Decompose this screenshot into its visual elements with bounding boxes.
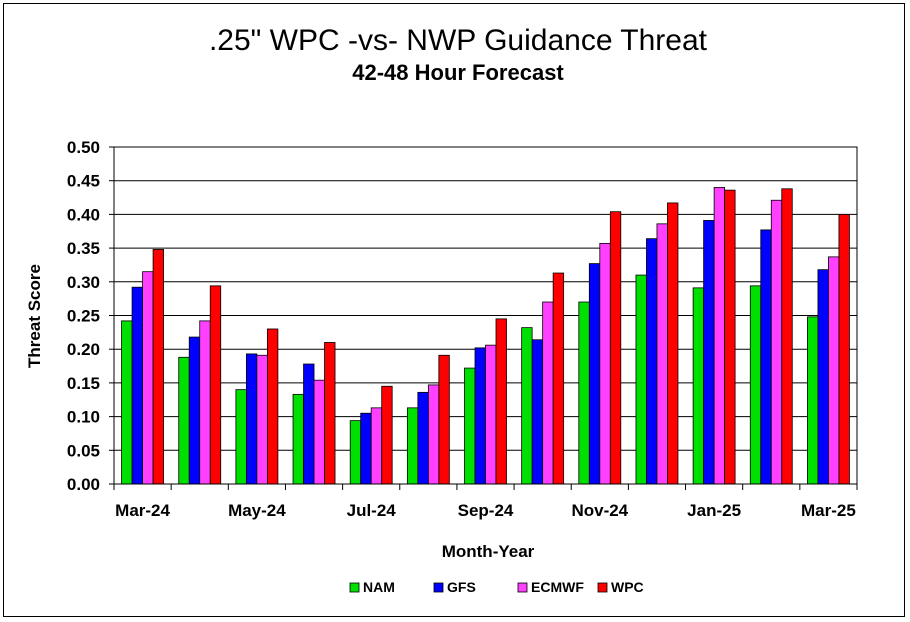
bar-nam-nov-24 [578, 301, 590, 485]
y-tick-label: 0.50 [67, 138, 100, 157]
bar-wpc-jun-24 [324, 342, 336, 485]
bar-wpc-oct-24 [552, 272, 565, 485]
bar-nam-jan-25 [692, 287, 705, 485]
bar-wpc-nov-24 [609, 211, 622, 485]
chart-subtitle: 42-48 Hour Forecast [352, 60, 564, 85]
legend-label-ecmwf: ECMWF [531, 579, 584, 595]
bar-nam-mar-25 [807, 316, 819, 485]
x-tick-label: Nov-24 [571, 501, 628, 520]
bar-ecmwf-may-24 [256, 354, 268, 485]
bar-gfs-may-24 [245, 353, 258, 485]
bar-wpc-dec-24 [667, 202, 679, 485]
legend: NAM GFS ECMWF WPC [349, 579, 644, 595]
bar-nam-sep-24 [464, 367, 476, 485]
bar-nam-oct-24 [521, 327, 533, 485]
y-tick-label: 0.00 [67, 475, 100, 494]
y-tick-label: 0.35 [67, 239, 100, 258]
x-tick-label: Jan-25 [687, 501, 741, 520]
bar-gfs-apr-24 [188, 336, 201, 485]
y-tick-label: 0.05 [67, 441, 100, 460]
bar-wpc-may-24 [266, 328, 279, 485]
bar-gfs-mar-24 [131, 286, 143, 485]
bar-wpc-mar-24 [152, 249, 164, 485]
y-tick-label: 0.30 [67, 273, 100, 292]
y-tick-labels: 0.00 0.05 0.10 0.15 0.20 0.25 0.30 0.35 0.40 0.45… [67, 138, 100, 494]
bars [121, 187, 850, 485]
bar-ecmwf-mar-24 [142, 271, 154, 485]
legend-label-nam: NAM [363, 579, 395, 595]
bar-wpc-jul-24 [381, 385, 393, 485]
x-tick-label: May-24 [228, 501, 286, 520]
x-tick-labels: Mar-24 May-24 Jul-24 Sep-24 Nov-24 Jan-25 Mar-… [115, 501, 856, 520]
bar-ecmwf-feb-25 [770, 199, 783, 485]
bar-gfs-mar-25 [817, 269, 829, 485]
bar-gfs-dec-24 [646, 238, 658, 485]
bar-gfs-oct-24 [531, 339, 544, 485]
bar-ecmwf-jun-24 [313, 379, 325, 485]
y-tick-label: 0.40 [67, 205, 100, 224]
bar-gfs-aug-24 [417, 391, 429, 485]
y-tick-label: 0.25 [67, 307, 100, 326]
x-axis-label: Month-Year [442, 542, 535, 561]
bar-ecmwf-apr-24 [199, 320, 211, 485]
x-tick-label: Mar-24 [115, 501, 170, 520]
bar-nam-may-24 [235, 389, 247, 485]
bar-ecmwf-sep-24 [485, 344, 497, 485]
x-tick-label: Jul-24 [347, 501, 397, 520]
legend-swatch-nam [349, 582, 360, 593]
bar-gfs-jul-24 [360, 412, 372, 485]
bar-nam-jul-24 [349, 420, 362, 485]
y-tick-label: 0.20 [67, 340, 100, 359]
y-axis-label: Threat Score [25, 264, 44, 368]
bar-nam-mar-24 [121, 320, 133, 485]
bar-nam-aug-24 [406, 407, 419, 485]
legend-swatch-gfs [433, 582, 444, 593]
bar-wpc-feb-25 [781, 188, 793, 485]
plot-area-border [113, 146, 858, 485]
axes [113, 146, 858, 490]
legend-label-gfs: GFS [447, 579, 476, 595]
legend-swatch-ecmwf [517, 582, 528, 593]
chart-title: .25" WPC -vs- NWP Guidance Threat [209, 24, 708, 57]
bar-ecmwf-aug-24 [427, 384, 440, 485]
bar-wpc-aug-24 [438, 354, 450, 485]
bar-nam-feb-25 [749, 285, 762, 485]
bar-ecmwf-jul-24 [370, 407, 383, 485]
bar-gfs-jan-25 [703, 220, 715, 485]
x-tick-label: Mar-25 [801, 501, 856, 520]
bar-wpc-apr-24 [209, 285, 222, 485]
bar-gfs-feb-25 [760, 229, 772, 485]
x-tick-label: Sep-24 [458, 501, 514, 520]
y-tick-label: 0.10 [67, 408, 100, 427]
bar-gfs-nov-24 [588, 263, 601, 485]
bar-ecmwf-jan-25 [713, 187, 726, 485]
legend-label-wpc: WPC [611, 579, 644, 595]
y-tick-label: 0.45 [67, 172, 100, 191]
bar-gfs-sep-24 [474, 347, 486, 485]
bar-wpc-jan-25 [724, 189, 736, 485]
bar-ecmwf-nov-24 [599, 242, 611, 485]
bar-nam-apr-24 [178, 356, 190, 485]
bar-ecmwf-dec-24 [656, 223, 668, 485]
bar-wpc-sep-24 [495, 318, 507, 485]
bar-ecmwf-mar-25 [828, 256, 840, 485]
bar-wpc-mar-25 [838, 213, 850, 485]
legend-swatch-wpc [597, 582, 608, 593]
bar-nam-jun-24 [292, 393, 304, 485]
bar-ecmwf-oct-24 [542, 301, 554, 485]
bar-nam-dec-24 [635, 274, 647, 485]
bar-gfs-jun-24 [303, 363, 315, 485]
y-tick-label: 0.15 [67, 374, 100, 393]
